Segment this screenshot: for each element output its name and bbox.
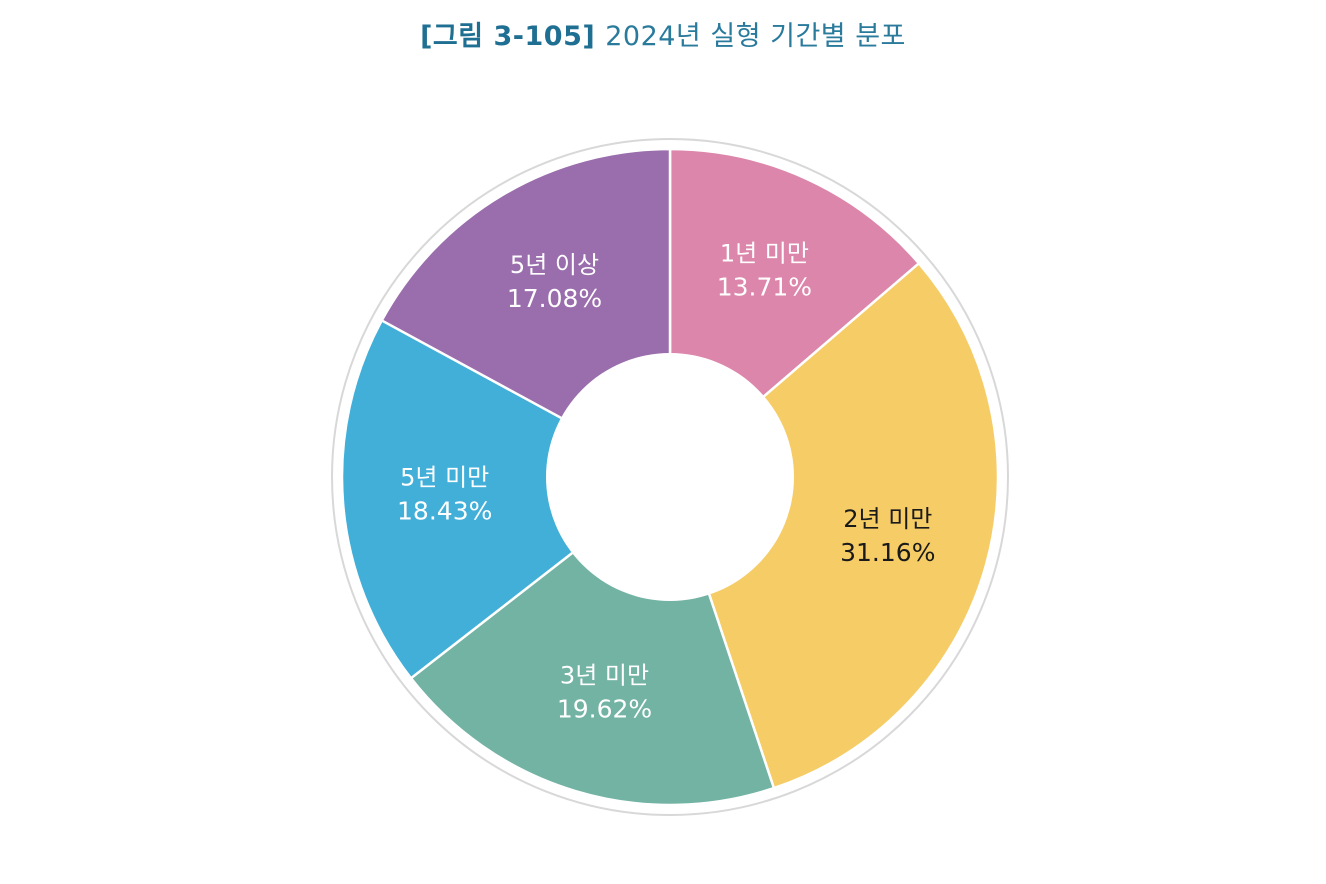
slice-value-label: 17.08% [507, 284, 602, 313]
figure-number: [그림 3-105] [420, 21, 596, 52]
slice-value-label: 18.43% [397, 496, 492, 525]
slice-value-label: 13.71% [717, 273, 812, 302]
chart-title: [그림 3-105] 2024년 실형 기간별 분포 [0, 14, 1326, 53]
slice-label: 5년 이상 [510, 251, 599, 279]
donut-hole [546, 353, 794, 601]
slice-label: 1년 미만 [720, 240, 809, 268]
slice-label: 2년 미만 [843, 505, 932, 533]
figure-caption: 2024년 실형 기간별 분포 [605, 21, 906, 52]
pie-slice [340, 318, 673, 680]
slice-labels: 1년 미만 13.71% 2년 미만 31.16% 3년 미만 19.62% 5년 미만 18… [397, 240, 935, 724]
slice-value-label: 31.16% [840, 538, 935, 567]
pie-slice [668, 261, 1000, 790]
slice-label: 5년 미만 [400, 463, 489, 491]
slice-label: 3년 미만 [560, 661, 649, 689]
slice-value-label: 19.62% [557, 694, 652, 723]
